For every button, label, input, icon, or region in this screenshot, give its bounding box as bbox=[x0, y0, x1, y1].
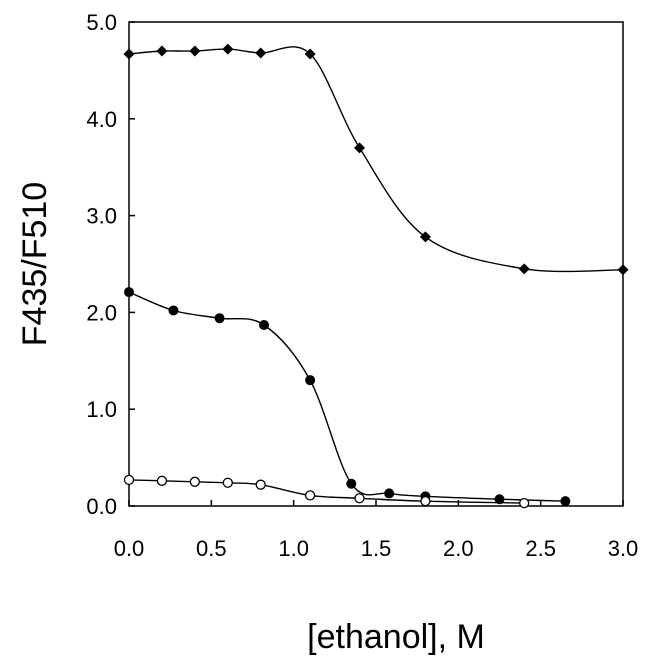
series-2-point bbox=[494, 494, 505, 505]
x-tick-label: 1.0 bbox=[278, 536, 309, 561]
series-3-point bbox=[420, 496, 431, 507]
series-2-point bbox=[214, 313, 225, 324]
series-2-point bbox=[259, 319, 270, 330]
series-1-point bbox=[222, 43, 234, 55]
series-2-point bbox=[168, 305, 179, 316]
series-3-point bbox=[123, 474, 135, 486]
series-2-point bbox=[346, 478, 357, 489]
series-1-point bbox=[123, 48, 135, 60]
series-1-point bbox=[304, 48, 316, 60]
y-tick-label: 0.0 bbox=[86, 494, 117, 519]
series-1-curve bbox=[128, 46, 624, 273]
y-tick-label: 5.0 bbox=[86, 10, 117, 35]
series-3-point bbox=[255, 479, 266, 490]
series-2-point bbox=[384, 488, 395, 499]
series-1-point bbox=[255, 47, 267, 59]
y-tick-label: 2.0 bbox=[86, 300, 117, 325]
x-tick-label: 0.0 bbox=[114, 536, 145, 561]
series-markers bbox=[123, 43, 629, 509]
x-axis-title: [ethanol], M bbox=[307, 618, 485, 656]
x-tick-label: 2.5 bbox=[525, 536, 556, 561]
y-axis-title: F435/F510 bbox=[16, 182, 54, 346]
x-tick-label: 2.0 bbox=[443, 536, 474, 561]
series-3-point bbox=[519, 497, 530, 509]
series-3-curve bbox=[128, 479, 525, 504]
y-axis-ticks: 0.0 1.0 2.0 3.0 4.0 5.0 bbox=[86, 10, 135, 519]
series-1-point bbox=[617, 264, 629, 276]
x-tick-label: 3.0 bbox=[608, 536, 639, 561]
y-tick-label: 3.0 bbox=[86, 204, 117, 229]
plot-frame bbox=[128, 21, 624, 507]
series-3-point bbox=[189, 476, 201, 487]
x-tick-label: 0.5 bbox=[196, 536, 227, 561]
series-1-point bbox=[419, 231, 431, 243]
x-axis-ticks: 0.0 0.5 1.0 1.5 2.0 2.5 3.0 bbox=[114, 500, 639, 561]
series-3-point bbox=[304, 490, 316, 501]
y-tick-label: 1.0 bbox=[86, 397, 117, 422]
series-3-point bbox=[222, 477, 233, 488]
series-2-point bbox=[560, 496, 571, 507]
series-1-point bbox=[189, 45, 201, 57]
series-2-curve bbox=[128, 291, 566, 502]
series-3-point bbox=[156, 475, 168, 486]
series-2-point bbox=[305, 375, 316, 386]
series-2-point bbox=[124, 287, 134, 298]
series-curves bbox=[128, 46, 624, 504]
series-1-point bbox=[156, 45, 168, 57]
series-1-point bbox=[518, 263, 530, 275]
x-tick-label: 1.5 bbox=[361, 536, 392, 561]
y-tick-label: 4.0 bbox=[86, 107, 117, 132]
series-1-point bbox=[354, 142, 366, 154]
series-3-point bbox=[354, 493, 365, 504]
